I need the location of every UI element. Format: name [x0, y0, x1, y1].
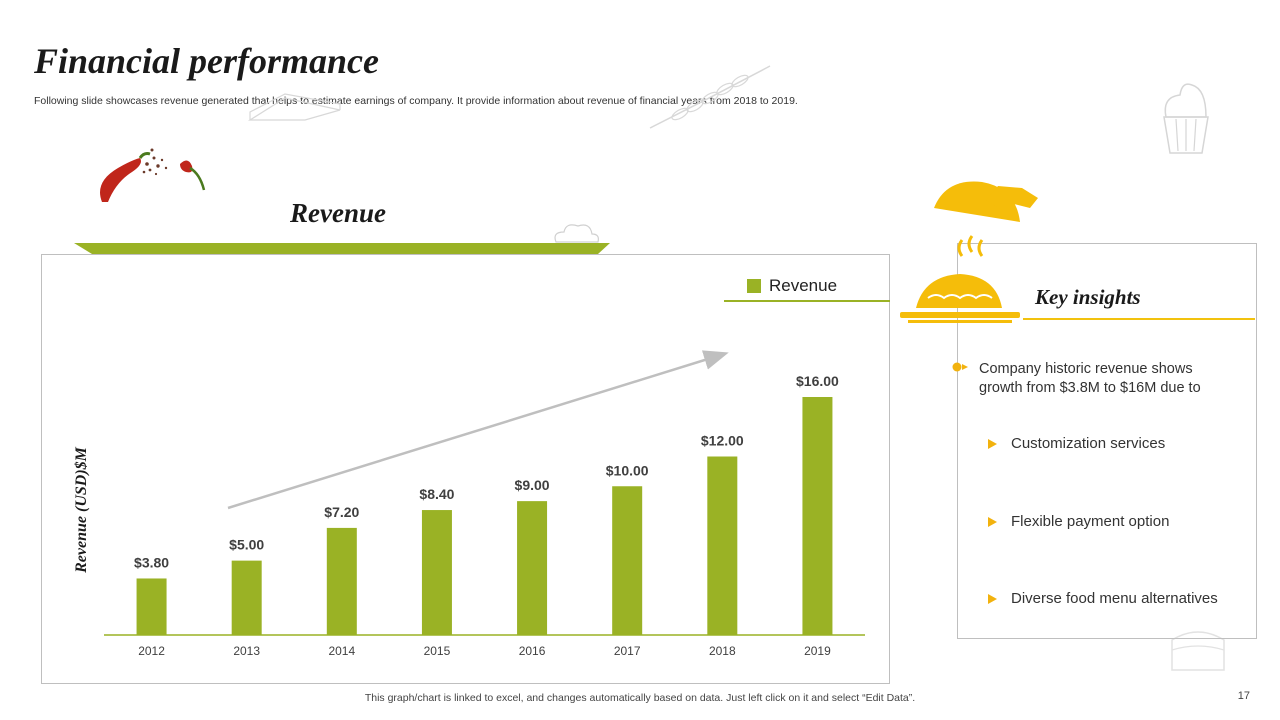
- insight-bullet-text: Diverse food menu alternatives: [1011, 590, 1218, 607]
- chart-heading: Revenue: [290, 198, 386, 228]
- bullet-arrow-icon: [988, 593, 997, 604]
- insight-bullet: Diverse food menu alternatives: [988, 590, 1218, 607]
- bullet-arrow-icon: [988, 438, 997, 449]
- pie-dish-icon: [900, 274, 1020, 323]
- page-number: 17: [1237, 690, 1250, 702]
- data-label-2019: $16.00: [796, 373, 839, 389]
- bar-2014: [326, 527, 357, 635]
- data-label-2016: $9.00: [515, 477, 550, 493]
- wheat-icon: [649, 65, 771, 129]
- cupcake-icon: [1163, 83, 1209, 154]
- insight-bullet: Flexible payment option: [988, 513, 1169, 530]
- page-title: Financial performance: [34, 41, 380, 81]
- cake-icon: [1171, 631, 1225, 671]
- legend-swatch: [747, 279, 761, 293]
- page-subtitle: Following slide showcases revenue genera…: [34, 95, 798, 107]
- serving-cloche-icon: [934, 181, 1038, 257]
- data-label-2012: $3.80: [134, 554, 169, 570]
- bar-2013: [231, 560, 262, 635]
- insight-bullet-text: Flexible payment option: [1011, 513, 1170, 530]
- lead-bullet-icon: [952, 362, 968, 372]
- cloud-sketch-icon: [554, 224, 599, 243]
- insight-bullet: Customization services: [988, 435, 1165, 452]
- data-label-2013: $5.00: [229, 537, 264, 553]
- legend-label: Revenue: [769, 276, 838, 295]
- heading-band: [74, 243, 610, 254]
- chart-frame: [41, 254, 890, 684]
- data-label-2018: $12.00: [701, 433, 744, 449]
- insight-bullet-text: Customization services: [1011, 435, 1166, 452]
- x-tick-label-2013: 2013: [233, 644, 260, 658]
- insights-panel: [957, 243, 1257, 639]
- bar-2012: [136, 578, 167, 635]
- insights-underline: [1023, 318, 1255, 320]
- x-tick-label-2018: 2018: [709, 644, 736, 658]
- data-label-2015: $8.40: [419, 486, 454, 502]
- bar-2018: [707, 456, 738, 635]
- x-tick-label-2012: 2012: [138, 644, 165, 658]
- bar-2019: [802, 397, 833, 635]
- footer-note: This graph/chart is linked to excel, and…: [364, 692, 916, 704]
- bar-2016: [517, 501, 548, 635]
- insights-title: Key insights: [1035, 285, 1141, 309]
- x-tick-label-2019: 2019: [804, 644, 831, 658]
- bar-2017: [612, 486, 643, 635]
- legend-underline: [724, 300, 890, 302]
- chart-legend: Revenue: [747, 276, 837, 296]
- x-tick-label-2016: 2016: [519, 644, 546, 658]
- x-tick-label-2015: 2015: [424, 644, 451, 658]
- x-tick-label-2014: 2014: [328, 644, 355, 658]
- data-label-2017: $10.00: [606, 462, 649, 478]
- bar-2015: [421, 510, 452, 635]
- trend-arrow: [227, 350, 729, 510]
- data-label-2014: $7.20: [324, 504, 359, 520]
- insights-lead-text: Company historic revenue shows growth fr…: [979, 361, 1201, 396]
- cake-icon: [247, 93, 341, 121]
- chili-pepper-icon: [100, 148, 206, 202]
- x-tick-label-2017: 2017: [614, 644, 641, 658]
- bullet-arrow-icon: [988, 516, 997, 527]
